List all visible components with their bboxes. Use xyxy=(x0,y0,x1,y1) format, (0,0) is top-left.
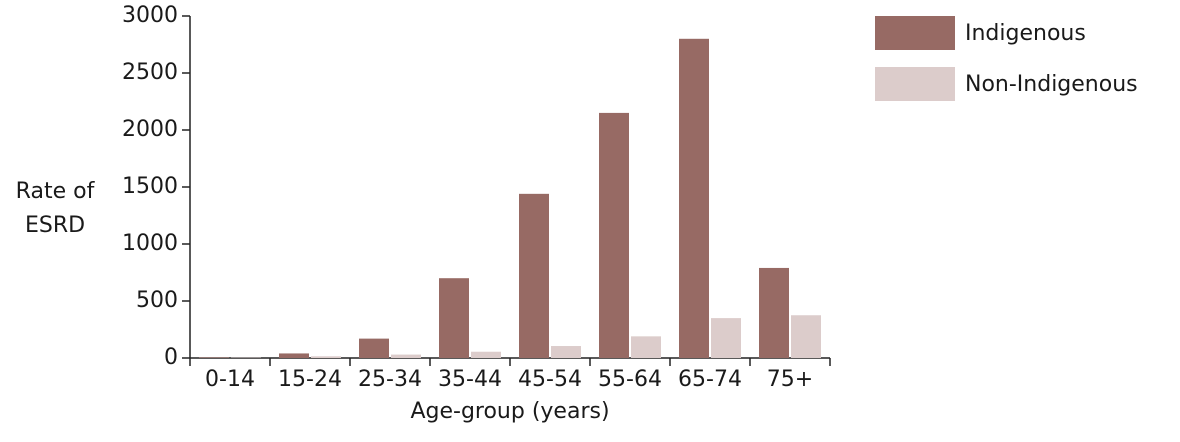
bar xyxy=(599,112,629,359)
y-tick-label: 1500 xyxy=(122,174,178,199)
legend-label: Indigenous xyxy=(965,21,1086,46)
bar xyxy=(679,38,709,359)
x-tick-label: 0-14 xyxy=(205,367,255,392)
bar xyxy=(791,315,821,358)
y-tick-label: 500 xyxy=(136,288,178,313)
bar xyxy=(631,336,661,358)
y-tick-label: 1000 xyxy=(122,231,178,256)
bar xyxy=(551,346,581,358)
x-tick-label: 55-64 xyxy=(598,367,662,392)
bar xyxy=(199,357,229,358)
bar xyxy=(711,318,741,358)
x-tick-label: 75+ xyxy=(767,367,813,392)
bar xyxy=(279,353,309,358)
bar xyxy=(471,351,501,358)
x-tick-label: 15-24 xyxy=(278,367,342,392)
bar xyxy=(359,338,389,358)
legend-swatch xyxy=(875,67,955,101)
x-tick-label: 25-34 xyxy=(358,367,422,392)
y-tick-label: 0 xyxy=(164,345,178,370)
x-tick-label: 35-44 xyxy=(438,367,502,392)
bar xyxy=(311,356,341,358)
x-axis-label: Age-group (years) xyxy=(410,399,609,424)
y-axis-label: ESRD xyxy=(25,213,85,238)
bar xyxy=(439,278,469,358)
legend-label: Non-Indigenous xyxy=(965,72,1138,97)
y-axis-label: Rate of xyxy=(16,179,96,204)
x-tick-label: 45-54 xyxy=(518,367,582,392)
y-tick-label: 2000 xyxy=(122,117,178,142)
bar xyxy=(391,354,421,358)
legend-swatch xyxy=(875,16,955,50)
bar xyxy=(759,267,789,358)
bar xyxy=(519,193,549,358)
y-tick-label: 2500 xyxy=(122,60,178,85)
y-tick-label: 3000 xyxy=(122,3,178,28)
x-tick-label: 65-74 xyxy=(678,367,742,392)
